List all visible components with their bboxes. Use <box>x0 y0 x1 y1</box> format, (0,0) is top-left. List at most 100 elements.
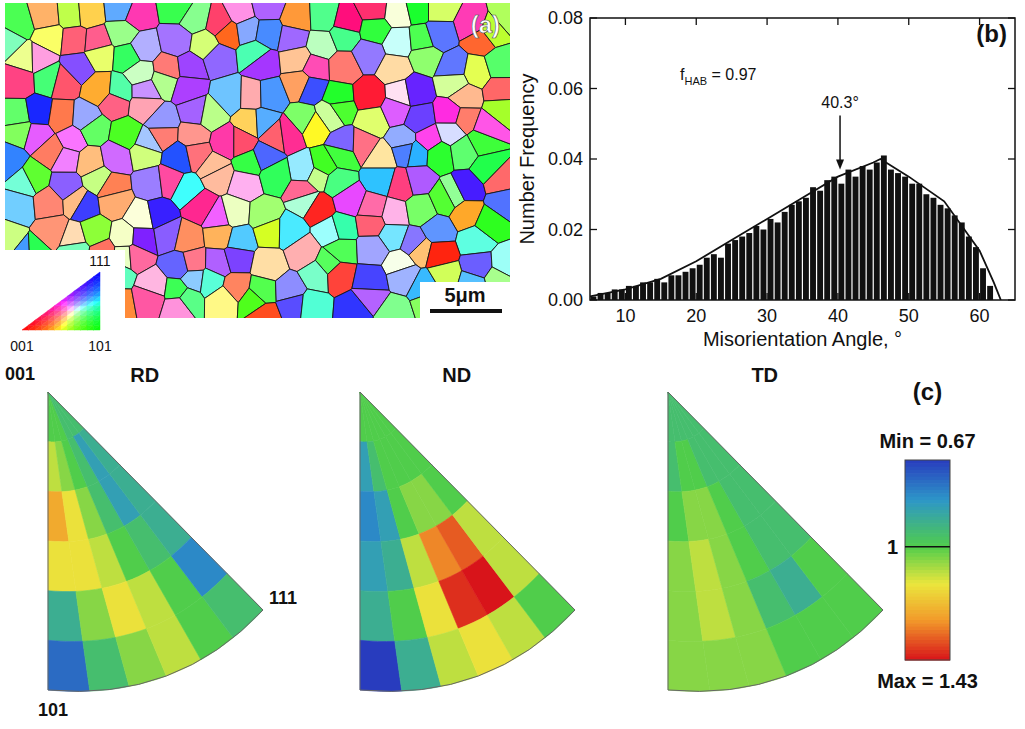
key-cell <box>55 311 62 316</box>
bar <box>803 198 809 300</box>
bar <box>959 222 965 300</box>
bar <box>810 187 816 300</box>
key-cell <box>55 316 62 321</box>
bar <box>711 254 717 300</box>
key-cell <box>87 311 94 316</box>
plot-frame <box>590 18 1015 300</box>
key-cell <box>74 306 81 311</box>
bar <box>923 194 929 300</box>
x-axis-title: Misorientation Angle, ° <box>703 328 902 350</box>
key-cell <box>94 320 101 325</box>
bar <box>746 233 752 300</box>
key-cell <box>74 311 81 316</box>
key-cell <box>87 296 94 301</box>
key-cell <box>81 296 88 301</box>
grain <box>224 247 254 273</box>
bar <box>753 226 759 300</box>
annotation: 40.3° <box>821 94 859 111</box>
key-cell <box>55 306 62 311</box>
key-cell <box>61 325 68 330</box>
grain <box>221 194 250 228</box>
bar <box>831 177 837 300</box>
key-cell <box>68 296 75 301</box>
grain <box>382 197 410 226</box>
key-cell <box>48 320 55 325</box>
grain <box>353 75 386 110</box>
bar <box>860 166 866 300</box>
grain <box>473 108 510 145</box>
key-cell <box>55 316 62 321</box>
bar <box>817 191 823 300</box>
key-cell <box>94 287 101 292</box>
key-cell <box>81 306 88 311</box>
y-tick-label: 0.00 <box>548 290 583 310</box>
bar <box>718 258 724 300</box>
colorbar-tick <box>905 546 950 548</box>
key-cell <box>29 325 36 330</box>
key-cell <box>68 296 75 301</box>
pole-figure <box>668 392 883 691</box>
grain <box>406 3 429 25</box>
bar <box>874 163 880 300</box>
key-cell <box>87 306 94 311</box>
key-cell <box>48 325 55 330</box>
key-cell <box>87 301 94 306</box>
key-cell <box>74 301 81 306</box>
key-cell <box>74 320 81 325</box>
colorbar-frame <box>905 460 950 660</box>
key-cell <box>61 316 68 321</box>
bar <box>654 279 660 300</box>
key-cell <box>74 291 81 296</box>
grain <box>324 145 362 172</box>
key-cell <box>55 311 62 316</box>
colorbar-min-label: Min = 0.67 <box>879 430 975 452</box>
grain <box>323 239 358 264</box>
key-cell <box>35 320 42 325</box>
bar <box>668 275 674 300</box>
key-cell <box>55 306 62 311</box>
grain <box>26 93 53 125</box>
y-tick <box>590 299 597 300</box>
grain <box>276 294 304 318</box>
grain <box>109 219 134 247</box>
grain <box>183 247 206 271</box>
key-cell <box>48 311 55 316</box>
key-cell <box>61 311 68 316</box>
key-cell <box>94 306 101 311</box>
y-tick-label: 0.04 <box>548 149 583 169</box>
bar <box>916 184 922 300</box>
grain <box>297 260 328 293</box>
bar <box>761 230 767 301</box>
arrow-head <box>836 160 844 170</box>
corner-label: 111 <box>269 588 297 608</box>
key-cell <box>74 325 81 330</box>
bar <box>782 212 788 300</box>
density-cell <box>202 574 263 638</box>
key-cell <box>42 316 49 321</box>
key-cell <box>87 282 94 287</box>
scale-bar <box>430 309 502 313</box>
grain <box>239 49 281 80</box>
key-cell <box>68 320 75 325</box>
key-cell <box>94 296 101 301</box>
panel-label: (b) <box>976 20 1007 47</box>
x-tick <box>696 18 697 25</box>
density-cell <box>79 428 120 474</box>
grain <box>405 72 436 107</box>
key-cell <box>81 320 88 325</box>
x-tick <box>696 293 697 300</box>
key-cell <box>81 287 88 292</box>
key-cell <box>74 325 81 330</box>
pole-figure-title: TD <box>751 364 778 386</box>
y-tick <box>590 158 597 159</box>
corner-label: 101 <box>38 700 68 720</box>
grain <box>353 3 387 20</box>
grain <box>143 101 181 128</box>
key-cell <box>87 287 94 292</box>
pole-figure-title: RD <box>130 364 159 386</box>
density-cell <box>391 428 432 474</box>
key-cell <box>48 325 55 330</box>
grain <box>131 166 163 201</box>
density-cell <box>822 574 883 638</box>
key-cell <box>94 301 101 306</box>
